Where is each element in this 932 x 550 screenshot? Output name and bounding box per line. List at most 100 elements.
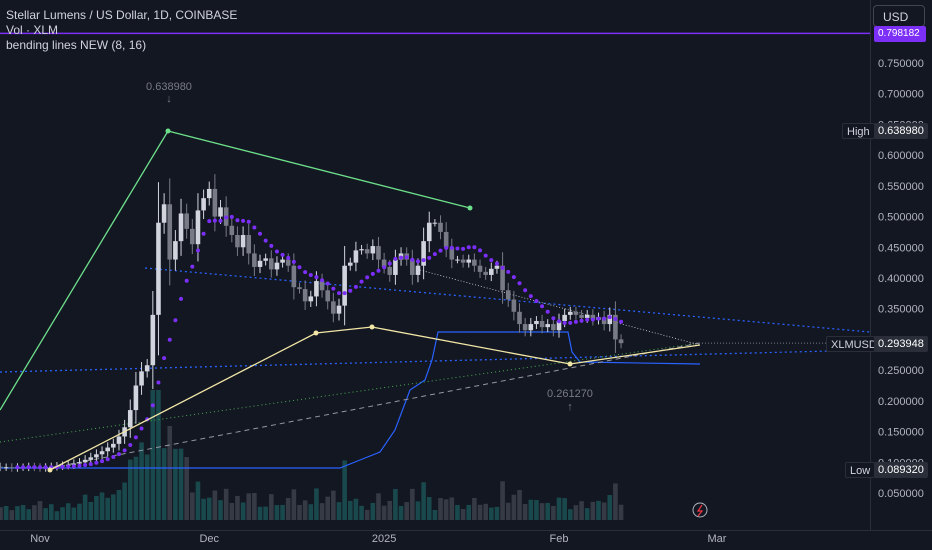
time-tick-label: 2025 [372, 533, 396, 545]
candle-body [483, 271, 488, 275]
ma-dot [365, 275, 370, 280]
volume-bar [376, 493, 381, 520]
price-tick-label: 0.200000 [878, 396, 924, 408]
candle-body [579, 314, 584, 318]
ma-dot [122, 448, 127, 453]
ma-dot [111, 455, 116, 460]
volume-bar [0, 507, 3, 520]
volume-bar [20, 505, 26, 520]
candle-body [314, 281, 319, 297]
volume-bar [240, 502, 246, 520]
candle-body [618, 339, 624, 344]
volume-legend: Vol · XLM [6, 23, 59, 37]
volume-bar [139, 442, 144, 520]
volume-bar [364, 509, 370, 520]
ma-dot [461, 246, 466, 251]
ma-dot [415, 259, 420, 264]
low-value-tag: 0.089320 [874, 462, 928, 478]
price-tick-label: 0.700000 [878, 89, 924, 101]
volume-bar [584, 508, 590, 520]
candle-body [257, 260, 263, 267]
green-pivot-dot [165, 128, 171, 134]
ma-dot [162, 356, 167, 361]
volume-bar [212, 490, 218, 520]
price-axis-border [870, 0, 871, 530]
ma-dot [432, 252, 437, 257]
candle-body [511, 299, 517, 312]
volume-bar [398, 505, 404, 520]
candle-body [477, 265, 483, 272]
ma-dot [449, 245, 454, 250]
ma-dot [410, 257, 415, 262]
candle-body [77, 462, 82, 464]
price-tick-label: 0.500000 [878, 212, 924, 224]
yellow-pivot-dot [369, 324, 375, 330]
volume-bar [285, 497, 291, 520]
ma-dot [517, 281, 522, 286]
green-pivot-dot [467, 205, 473, 211]
candle-body [252, 253, 257, 267]
currency-button[interactable]: USD [873, 5, 925, 27]
candle-body [212, 188, 218, 217]
candle-body [88, 457, 94, 460]
ma-dot [139, 426, 144, 431]
candle-body [381, 259, 387, 267]
price-tick-label: 0.150000 [878, 427, 924, 439]
volume-bar [156, 390, 161, 520]
candle-body [545, 324, 551, 328]
candle-body [562, 314, 567, 321]
volume-bar [218, 500, 223, 520]
ma-dot [404, 255, 409, 260]
volume-bar [9, 510, 15, 520]
candle-body [393, 259, 398, 275]
candle-body [421, 241, 426, 266]
time-tick-label: Mar [707, 533, 726, 545]
volume-bar [466, 504, 472, 520]
volume-bar [511, 494, 517, 520]
candle-body [133, 385, 139, 411]
candle-body [489, 268, 494, 275]
candle-body [607, 314, 613, 325]
ma-dot [269, 243, 274, 248]
volume-bar [26, 509, 32, 520]
upper-dotted-trendline [144, 267, 871, 333]
ma-dot [150, 403, 155, 408]
ma-dot [393, 256, 398, 261]
volume-bar [150, 390, 156, 520]
candle-body [460, 259, 466, 263]
volume-bar [173, 448, 178, 520]
volume-bar [534, 500, 539, 520]
ma-dot [128, 443, 133, 448]
candle-body [376, 246, 381, 260]
ma-dot [466, 245, 471, 250]
low-label: Low [845, 462, 876, 478]
candle-body [567, 311, 573, 315]
candle-body [438, 222, 443, 232]
candle-body [111, 443, 116, 448]
yellow-pivot-dot [567, 361, 573, 367]
candle-body [364, 249, 370, 254]
ma-dot [557, 319, 561, 324]
volume-bar [257, 506, 263, 520]
candle-body [359, 249, 364, 251]
volume-bar [359, 505, 364, 520]
blue-step-line [0, 331, 701, 469]
ma-dot [184, 278, 189, 283]
ma-dot [43, 465, 48, 470]
candle-body [235, 235, 240, 248]
ma-dot [545, 309, 550, 314]
faint-dotted-line [419, 269, 701, 346]
candle-body [161, 204, 167, 223]
time-tick-label: Dec [199, 533, 219, 545]
candle-body [9, 467, 15, 469]
candle-body [280, 259, 285, 263]
candle-body [415, 265, 421, 275]
candle-body [263, 258, 268, 261]
volume-bar [517, 489, 522, 520]
ma-dot [336, 291, 341, 296]
time-tick-label: Nov [30, 533, 50, 545]
volume-bar [223, 488, 229, 520]
candle-body [291, 265, 297, 288]
ma-dot [551, 316, 556, 321]
